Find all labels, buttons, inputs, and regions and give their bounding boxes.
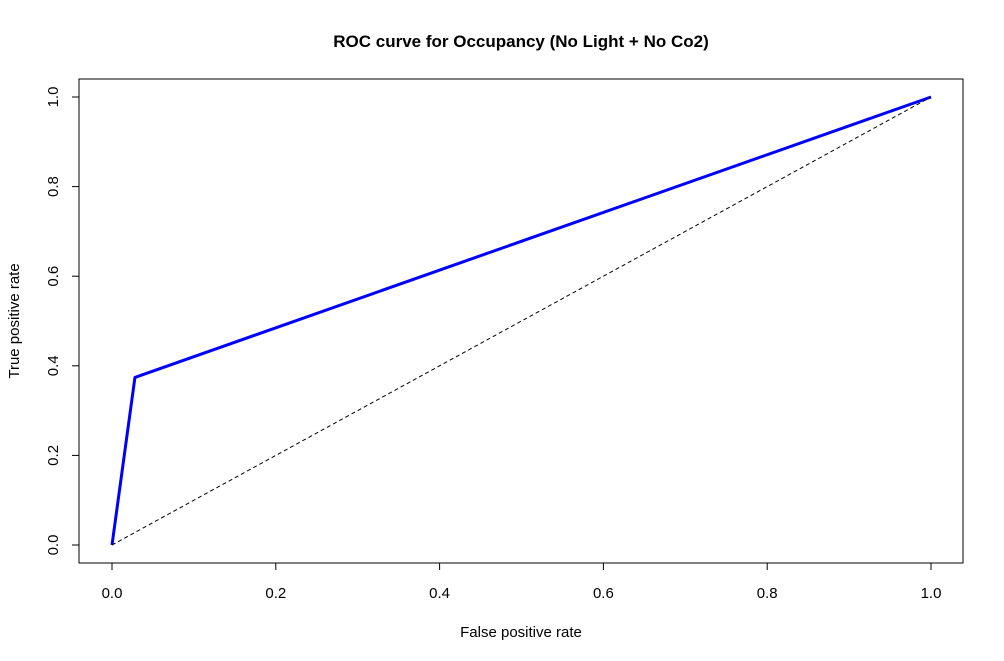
x-tick-label: 0.8 xyxy=(757,585,778,602)
y-axis-label: True positive rate xyxy=(6,263,23,378)
roc-curve-line xyxy=(110,95,932,546)
y-tick-label: 1.0 xyxy=(45,87,62,108)
x-axis-label: False positive rate xyxy=(460,624,582,641)
x-axis: 0.0 0.2 0.4 0.6 0.8 1.0 xyxy=(102,562,942,602)
y-tick-label: 0.2 xyxy=(45,445,62,466)
x-tick-label: 1.0 xyxy=(921,585,942,602)
series-layer xyxy=(110,95,932,546)
x-tick-label: 0.4 xyxy=(429,585,450,602)
chart-title: ROC curve for Occupancy (No Light + No C… xyxy=(333,32,708,51)
y-axis: 0.0 0.2 0.4 0.6 0.8 1.0 xyxy=(45,87,80,556)
y-tick-label: 0.8 xyxy=(45,176,62,197)
y-tick-label: 0.6 xyxy=(45,266,62,287)
y-tick-label: 0.4 xyxy=(45,355,62,376)
x-tick-label: 0.6 xyxy=(593,585,614,602)
diagonal-reference-line xyxy=(111,96,932,546)
x-tick-label: 0.0 xyxy=(102,585,123,602)
x-tick-label: 0.2 xyxy=(265,585,286,602)
y-tick-label: 0.0 xyxy=(45,535,62,556)
